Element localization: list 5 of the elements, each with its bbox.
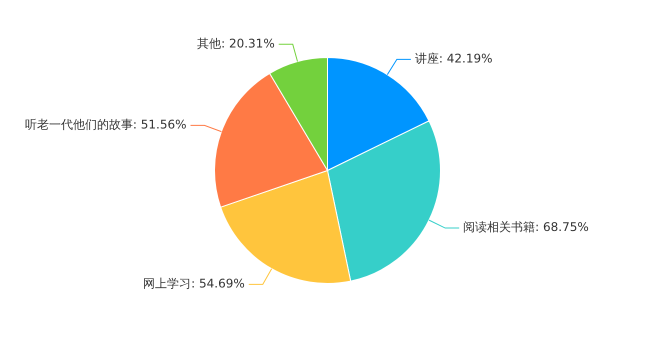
slice-label: 听老一代他们的故事: 51.56% <box>24 118 187 132</box>
slice-label: 阅读相关书籍: 68.75% <box>463 220 589 234</box>
slice-label: 其他: 20.31% <box>197 36 275 50</box>
slice-label: 讲座: 42.19% <box>414 52 492 66</box>
slice-label: 网上学习: 54.69% <box>143 276 245 291</box>
